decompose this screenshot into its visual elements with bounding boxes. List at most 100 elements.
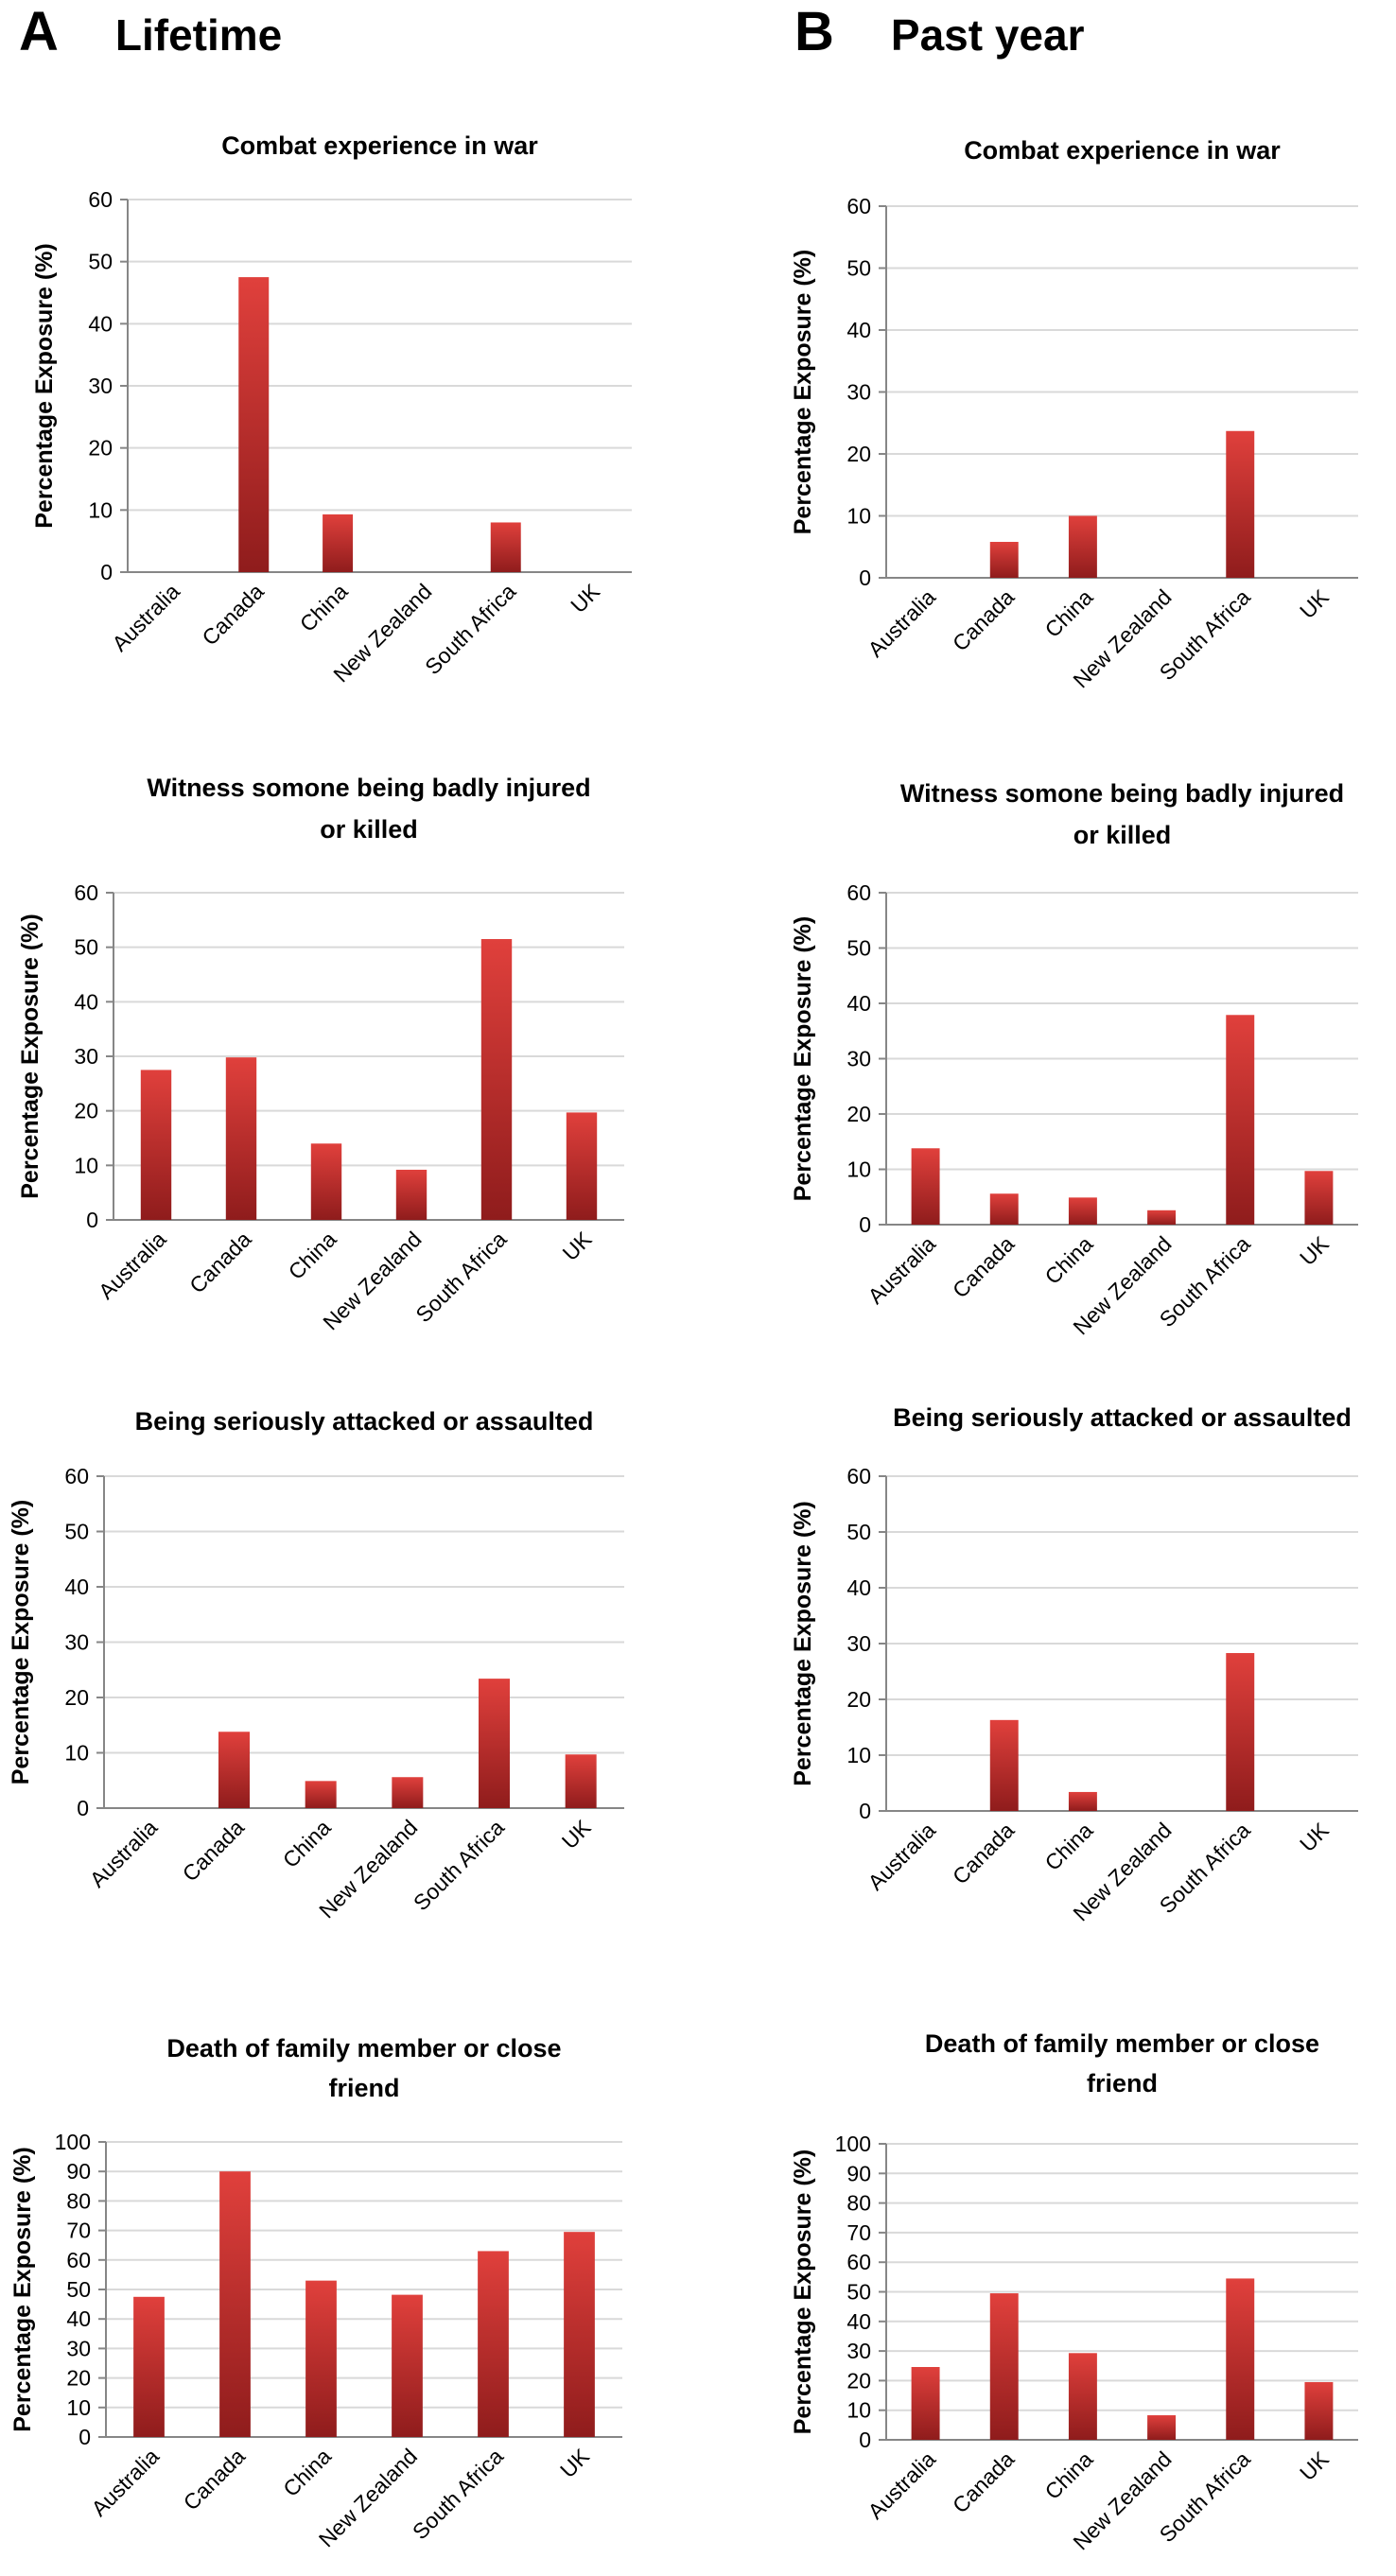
panel-b-header: B Past year [794, 0, 1085, 62]
bar-new-zealand [395, 1169, 428, 1220]
bar-canada [238, 277, 270, 572]
y-axis-label: Percentage Exposure (%) [790, 250, 816, 535]
y-tick-label: 10 [64, 1741, 89, 1766]
bar-new-zealand [1147, 2415, 1177, 2440]
bar-uk [1304, 2381, 1334, 2440]
y-tick-label: 40 [846, 318, 871, 342]
x-tick-label: China [1040, 584, 1098, 642]
chart-title: Death of family member or close [925, 2029, 1319, 2058]
bar-china [305, 2280, 337, 2437]
x-tick-label: China [1040, 2446, 1098, 2504]
x-tick-label: Australia [85, 1815, 163, 1892]
bar-china [305, 1781, 337, 1808]
y-tick-label: 20 [846, 1102, 871, 1126]
y-tick-label: 50 [88, 250, 113, 274]
bar-australia [911, 1148, 940, 1225]
chart-title: Witness somone being badly injured [900, 779, 1344, 808]
y-tick-label: 60 [88, 187, 113, 212]
x-tick-label: South Africa [410, 1227, 511, 1327]
x-tick-label: Australia [863, 1231, 940, 1309]
y-tick-label: 10 [66, 2395, 91, 2420]
y-tick-label: 0 [859, 566, 871, 590]
y-tick-label: 50 [66, 2277, 91, 2302]
chart-title: friend [328, 2074, 399, 2102]
y-tick-label: 20 [66, 2366, 91, 2391]
chart-8: Death of family member or close friend 0 10… [790, 2029, 1358, 2554]
bar-south-africa [1226, 1653, 1255, 1811]
bar-china [1068, 1197, 1097, 1225]
y-tick-label: 30 [846, 2339, 871, 2363]
y-axis-label: Percentage Exposure (%) [17, 914, 44, 1199]
bar-uk [565, 1754, 597, 1808]
chart-2: Combat experience in war 0 10 20 30 40 50 60 Per… [790, 136, 1358, 692]
x-tick-label: UK [1295, 1231, 1334, 1270]
y-tick-label: 0 [79, 2425, 91, 2449]
x-tick-label: Canada [178, 1815, 250, 1887]
panel-a-letter: A [19, 1, 59, 62]
chart-title: Combat experience in war [964, 136, 1281, 165]
bar-uk [564, 2232, 595, 2437]
bar-south-africa [490, 522, 521, 572]
x-tick-label: Australia [86, 2444, 164, 2521]
y-tick-label: 50 [64, 1520, 89, 1544]
chart-3: Witness somone being badly injured or kil… [17, 774, 624, 1334]
bar-new-zealand [1147, 1210, 1177, 1225]
x-tick-label: China [1040, 1231, 1098, 1289]
bar-south-africa [478, 2251, 509, 2437]
y-tick-label: 70 [66, 2219, 91, 2243]
x-tick-label: UK [1295, 2446, 1334, 2485]
x-tick-label: Canada [197, 579, 269, 651]
y-tick-label: 80 [66, 2188, 91, 2213]
y-axis-label: Percentage Exposure (%) [790, 2150, 816, 2435]
bar-canada [989, 1719, 1019, 1811]
panel-a-title: Lifetime [114, 10, 283, 60]
y-tick-label: 30 [846, 380, 871, 405]
x-tick-label: South Africa [420, 579, 520, 679]
y-tick-label: 0 [100, 560, 113, 584]
y-tick-label: 30 [846, 1631, 871, 1656]
y-axis-label: Percentage Exposure (%) [790, 1501, 816, 1786]
y-tick-label: 90 [846, 2161, 871, 2185]
y-tick-label: 0 [86, 1208, 98, 1232]
y-tick-label: 30 [64, 1630, 89, 1655]
x-tick-label: Canada [948, 1818, 1020, 1889]
y-tick-label: 10 [74, 1153, 98, 1177]
y-tick-label: 100 [835, 2132, 871, 2156]
bar-new-zealand [392, 2294, 423, 2437]
y-tick-label: 20 [846, 442, 871, 466]
y-tick-label: 30 [74, 1044, 98, 1069]
chart-5: Being seriously attacked or assaulted 0 10… [8, 1407, 624, 1923]
y-tick-label: 30 [88, 374, 113, 398]
bar-canada [219, 2171, 251, 2437]
x-tick-label: China [278, 1815, 336, 1872]
chart-title: Being seriously attacked or assaulted [135, 1407, 594, 1436]
chart-title: friend [1087, 2069, 1158, 2097]
y-tick-label: 40 [74, 989, 98, 1014]
y-tick-label: 90 [66, 2159, 91, 2184]
chart-title: Being seriously attacked or assaulted [893, 1403, 1352, 1432]
y-tick-label: 40 [88, 311, 113, 336]
bar-canada [218, 1732, 250, 1808]
x-tick-label: UK [566, 579, 604, 618]
chart-7: Death of family member or close friend 0 10… [9, 2034, 622, 2551]
panel-a-header: A Lifetime [19, 0, 282, 62]
y-tick-label: 10 [846, 2398, 871, 2423]
y-tick-label: 10 [846, 1743, 871, 1767]
bar-canada [225, 1057, 257, 1220]
y-tick-label: 20 [846, 2368, 871, 2393]
y-tick-label: 50 [74, 935, 98, 960]
bar-china [1068, 2353, 1097, 2440]
x-tick-label: South Africa [408, 2444, 508, 2544]
x-tick-label: UK [1295, 1818, 1334, 1856]
y-tick-label: 30 [846, 1047, 871, 1071]
panel-b-letter: B [794, 1, 834, 62]
y-tick-label: 80 [846, 2191, 871, 2216]
x-tick-label: Canada [948, 2446, 1020, 2518]
x-tick-label: Australia [863, 1818, 940, 1895]
x-tick-label: Canada [948, 1231, 1020, 1303]
y-tick-label: 60 [846, 1464, 871, 1488]
y-tick-label: 40 [66, 2306, 91, 2331]
y-tick-label: 20 [74, 1099, 98, 1123]
chart-title: or killed [320, 815, 418, 844]
x-tick-label: China [1040, 1818, 1098, 1875]
